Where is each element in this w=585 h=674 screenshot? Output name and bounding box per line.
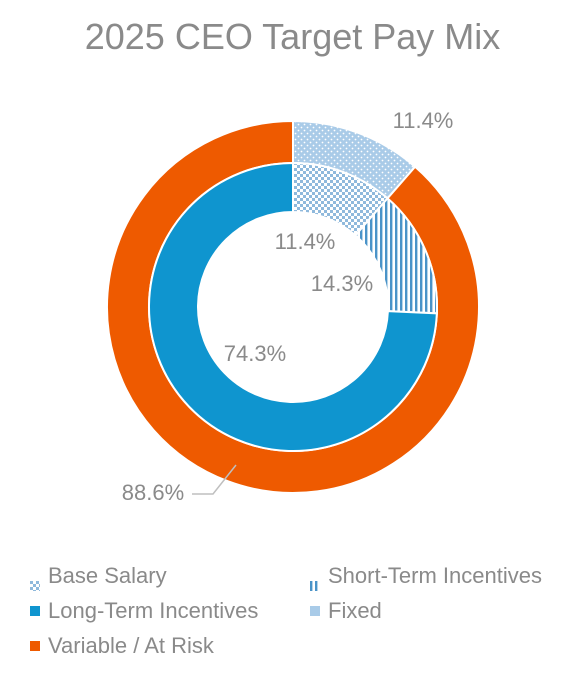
chart-title: 2025 CEO Target Pay Mix — [84, 16, 501, 57]
legend-label: Variable / At Risk — [48, 633, 214, 658]
legend-item-base-salary: Base Salary — [30, 563, 167, 591]
legend-label: Fixed — [328, 598, 382, 623]
slice-long-term-incentives — [148, 161, 438, 452]
data-label-fixed: 11.4% — [393, 108, 454, 133]
legend: Base Salary Short-Term Incentives Long-T… — [0, 556, 585, 666]
legend-item-variable: Variable / At Risk — [30, 633, 214, 659]
solid-orange-swatch-icon — [30, 641, 40, 651]
legend-label: Short-Term Incentives — [328, 563, 542, 588]
legend-item-short-term: Short-Term Incentives — [310, 563, 542, 591]
solid-blue-swatch-icon — [30, 606, 40, 616]
legend-item-fixed: Fixed — [310, 598, 382, 624]
stripes-swatch-icon — [310, 571, 320, 591]
data-label-long-term-incentives: 74.3% — [224, 341, 286, 366]
data-label-short-term-incentives: 14.3% — [311, 271, 373, 296]
leader-line — [192, 464, 237, 495]
dots-swatch-icon — [310, 606, 320, 616]
data-label-variable-at-risk: 88.6% — [122, 480, 184, 505]
data-label-base-salary: 11.4% — [275, 229, 336, 254]
legend-label: Long-Term Incentives — [48, 598, 259, 623]
checker-swatch-icon — [30, 571, 40, 591]
legend-label: Base Salary — [48, 563, 167, 588]
legend-item-long-term: Long-Term Incentives — [30, 598, 258, 624]
